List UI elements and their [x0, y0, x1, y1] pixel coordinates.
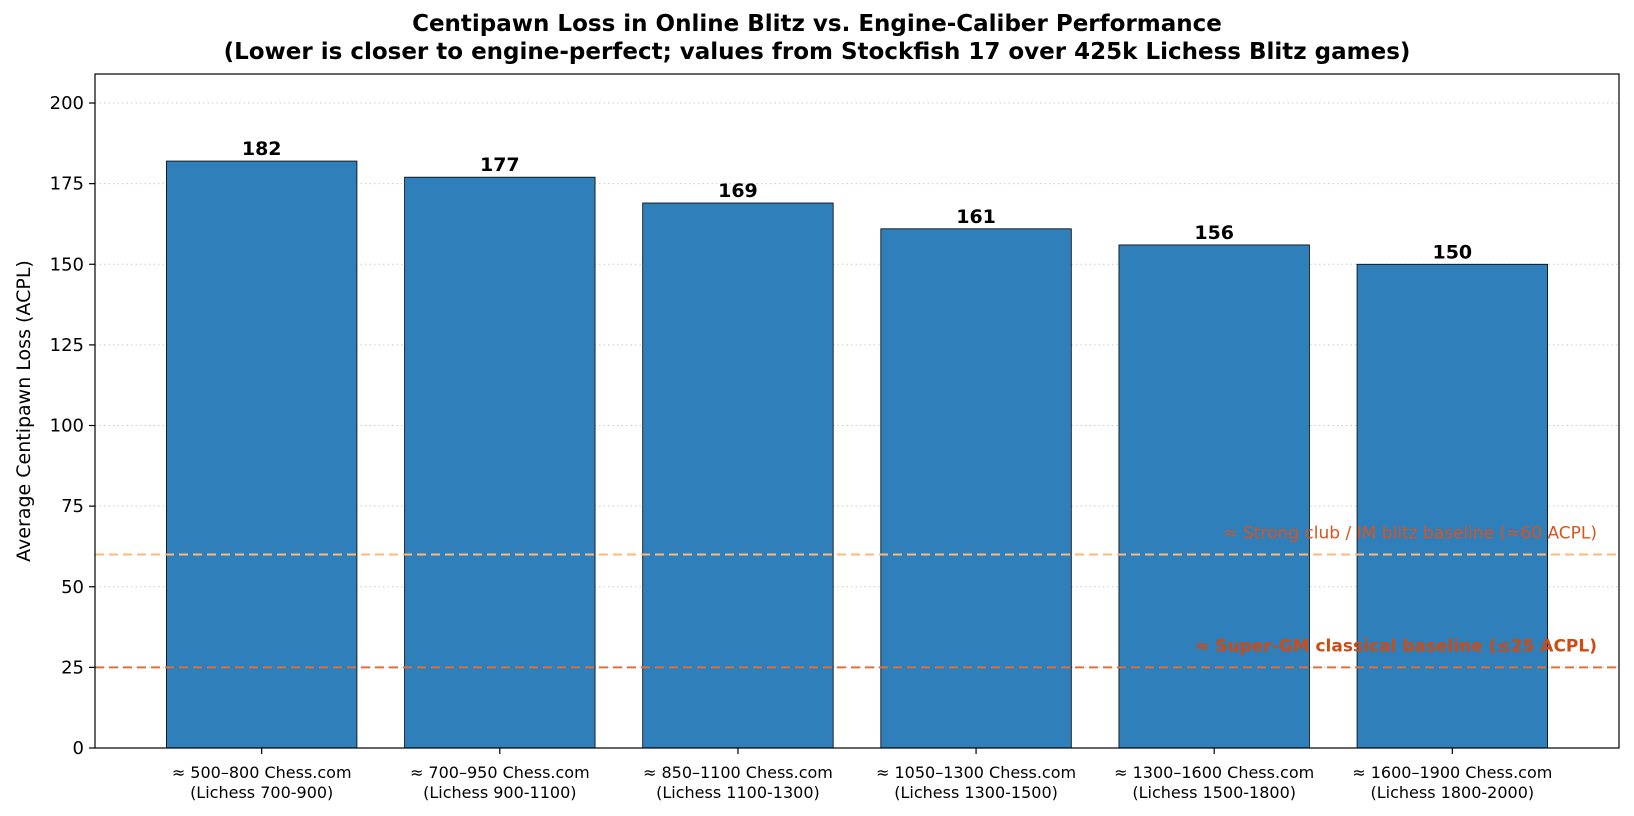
x-tick-label: ≈ 1300–1600 Chess.com: [1114, 763, 1314, 782]
y-tick-label: 150: [50, 254, 84, 275]
bar: [642, 202, 834, 749]
bar: [1118, 244, 1310, 749]
y-tick-label: 25: [61, 657, 84, 678]
bar: [1356, 263, 1548, 749]
bar-value-label: 182: [242, 138, 282, 160]
axes-frame: [94, 73, 1620, 749]
y-tick-label: 200: [50, 93, 84, 114]
y-tick-label: 75: [61, 496, 84, 517]
y-axis-label: Average Centipawn Loss (ACPL): [13, 260, 35, 562]
chart-subtitle: (Lower is closer to engine-perfect; valu…: [223, 39, 1411, 65]
chart-title-block: Centipawn Loss in Online Blitz vs. Engin…: [0, 10, 1634, 66]
bar-value-label: 177: [480, 154, 520, 176]
x-tick-label-sub: (Lichess 900-1100): [423, 783, 576, 802]
y-tick-label: 175: [50, 174, 84, 195]
reference-line-label: ≈ Super-GM classical baseline (≤25 ACPL): [1195, 636, 1597, 656]
x-tick-label-sub: (Lichess 700-900): [190, 783, 333, 802]
x-tick-label: ≈ 500–800 Chess.com: [172, 763, 352, 782]
x-tick-label: ≈ 1050–1300 Chess.com: [876, 763, 1076, 782]
bar: [166, 160, 358, 749]
x-tick-label: ≈ 700–950 Chess.com: [410, 763, 590, 782]
x-tick-label-sub: (Lichess 1800-2000): [1371, 783, 1535, 802]
bar-value-label: 156: [1194, 222, 1234, 244]
x-tick-label-sub: (Lichess 1500-1800): [1132, 783, 1296, 802]
y-tick-label: 50: [61, 577, 84, 598]
x-tick-label: ≈ 1600–1900 Chess.com: [1352, 763, 1552, 782]
x-tick-label-sub: (Lichess 1300-1500): [894, 783, 1058, 802]
chart-title: Centipawn Loss in Online Blitz vs. Engin…: [412, 11, 1222, 37]
x-tick-label: ≈ 850–1100 Chess.com: [643, 763, 833, 782]
bar: [404, 176, 596, 749]
reference-line-label: ≈ Strong club / IM blitz baseline (≈60 A…: [1223, 524, 1597, 544]
bar-value-label: 150: [1432, 241, 1472, 263]
bar-value-label: 161: [956, 206, 996, 228]
bar: [880, 228, 1072, 749]
x-tick-label-sub: (Lichess 1100-1300): [656, 783, 820, 802]
y-tick-label: 100: [50, 416, 84, 437]
y-tick-label: 0: [73, 738, 84, 759]
y-tick-label: 125: [50, 335, 84, 356]
bar-value-label: 169: [718, 180, 758, 202]
